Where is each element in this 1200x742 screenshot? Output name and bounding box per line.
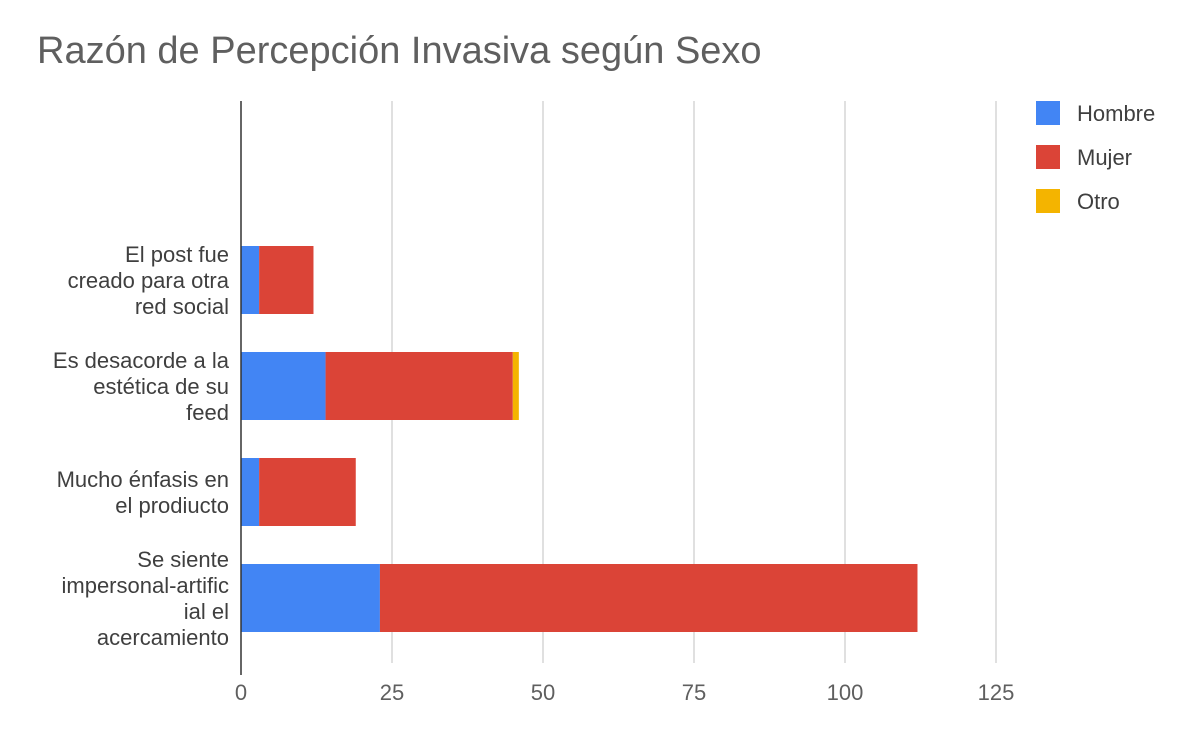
legend-swatch-mujer bbox=[1036, 145, 1060, 169]
category-label-line: impersonal-artific bbox=[62, 573, 230, 598]
x-tick-label: 125 bbox=[978, 680, 1015, 705]
legend-swatch-hombre bbox=[1036, 101, 1060, 125]
bar-hombre-2 bbox=[241, 458, 260, 526]
category-label-line: Se siente bbox=[137, 547, 229, 572]
category-label-line: Mucho énfasis en bbox=[57, 467, 229, 492]
legend-swatch-otro bbox=[1036, 189, 1060, 213]
bar-hombre-3 bbox=[241, 564, 380, 632]
category-label-line: el prodiucto bbox=[115, 493, 229, 518]
category-label: Mucho énfasis en el prodiucto bbox=[57, 467, 229, 518]
category-label: El post fue creado para otra red social bbox=[68, 242, 230, 319]
chart-title: Razón de Percepción Invasiva según Sexo bbox=[37, 30, 762, 72]
category-label-line: Es desacorde a la bbox=[53, 348, 230, 373]
category-label-line: red social bbox=[135, 294, 229, 319]
category-label-line: feed bbox=[186, 400, 229, 425]
legend-label-otro: Otro bbox=[1077, 189, 1120, 214]
legend-label-hombre: Hombre bbox=[1077, 101, 1155, 126]
x-tick-label: 0 bbox=[235, 680, 247, 705]
bar-hombre-1 bbox=[241, 352, 326, 420]
category-label-line: creado para otra bbox=[68, 268, 230, 293]
x-tick-label: 25 bbox=[380, 680, 404, 705]
category-label: Es desacorde a la estética de su feed bbox=[53, 348, 230, 425]
bar-hombre-0 bbox=[241, 246, 260, 314]
x-tick-label: 50 bbox=[531, 680, 555, 705]
category-label: Se siente impersonal-artific ial el acercam… bbox=[62, 547, 230, 650]
bar-mujer-2 bbox=[259, 458, 356, 526]
bar-mujer-0 bbox=[259, 246, 314, 314]
x-tick-label: 75 bbox=[682, 680, 706, 705]
category-label-line: acercamiento bbox=[97, 625, 229, 650]
x-tick-label: 100 bbox=[827, 680, 864, 705]
category-label-line: estética de su bbox=[93, 374, 229, 399]
bar-mujer-3 bbox=[379, 564, 918, 632]
category-label-line: El post fue bbox=[125, 242, 229, 267]
bar-otro-1 bbox=[512, 352, 519, 420]
bar-mujer-1 bbox=[325, 352, 513, 420]
category-label-line: ial el bbox=[184, 599, 229, 624]
legend-label-mujer: Mujer bbox=[1077, 145, 1132, 170]
